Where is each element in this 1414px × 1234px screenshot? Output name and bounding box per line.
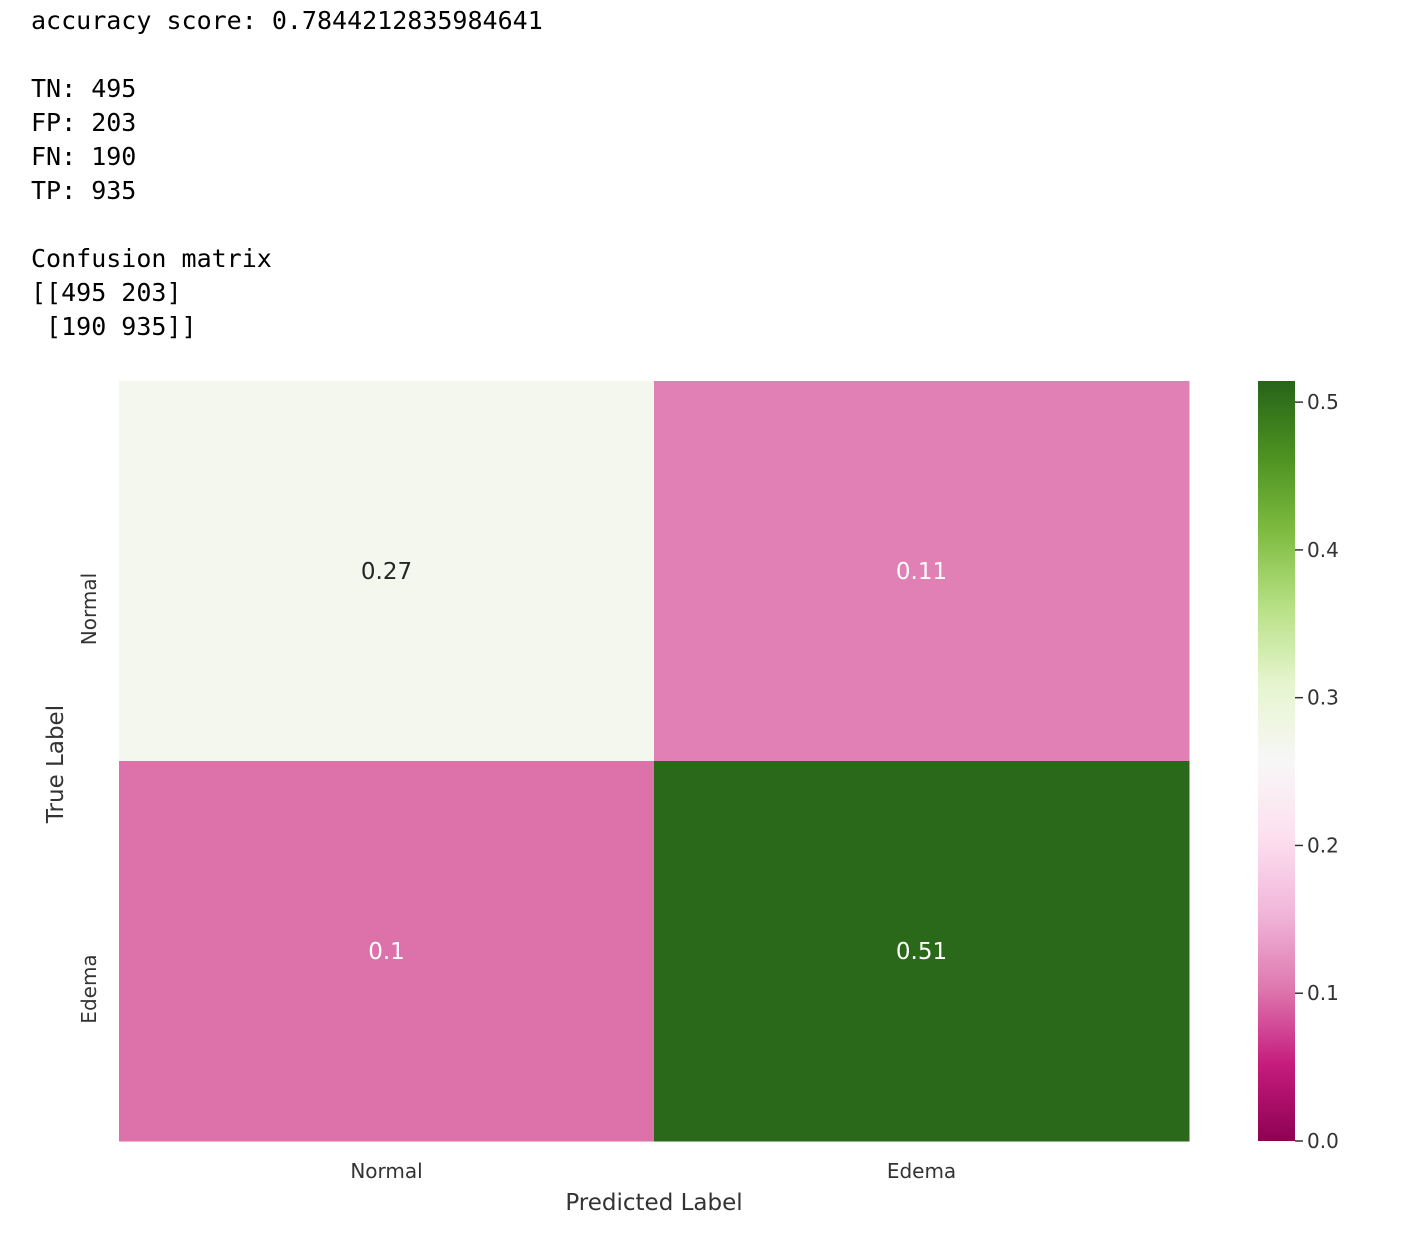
y-axis-ticks: Normal Edema <box>77 573 101 1024</box>
y-tick-label: Edema <box>77 954 101 1023</box>
heatmap-cell <box>119 761 655 1142</box>
x-tick-label: Edema <box>887 1159 956 1183</box>
colorbar: 0.0 0.1 0.2 0.3 0.4 0.5 <box>1258 381 1339 1153</box>
cell-annotation: 0.11 <box>896 559 947 585</box>
cell-annotation: 0.27 <box>361 559 412 585</box>
true-negatives-text: TN: 495 <box>31 74 137 103</box>
colorbar-gradient <box>1258 381 1295 1141</box>
colorbar-tick-label: 0.0 <box>1307 1129 1339 1153</box>
y-axis-title: True Label <box>43 705 69 824</box>
confusion-matrix-row-1: [[495 203] <box>31 278 182 307</box>
x-axis-title: Predicted Label <box>565 1190 742 1216</box>
console-output: accuracy score: 0.7844212835984641 TN: 4… <box>31 4 543 344</box>
colorbar-tick-label: 0.2 <box>1307 833 1339 857</box>
heatmap-cell <box>654 381 1190 762</box>
confusion-matrix-row-2: [190 935]] <box>31 312 197 341</box>
heatmap-annotations: 0.27 0.11 0.1 0.51 <box>361 559 947 965</box>
colorbar-tick-label: 0.5 <box>1307 390 1339 414</box>
false-positives-text: FP: 203 <box>31 108 137 137</box>
accuracy-score-text: accuracy score: 0.7844212835984641 <box>31 6 543 35</box>
colorbar-tick-label: 0.4 <box>1307 538 1339 562</box>
colorbar-tick-label: 0.1 <box>1307 981 1339 1005</box>
true-positives-text: TP: 935 <box>31 176 137 205</box>
heatmap-cell <box>119 381 655 762</box>
false-negatives-text: FN: 190 <box>31 142 137 171</box>
cell-annotation: 0.51 <box>896 939 947 965</box>
x-axis-ticks: Normal Edema <box>350 1159 956 1183</box>
heatmap-cell <box>654 761 1190 1142</box>
colorbar-tick-label: 0.3 <box>1307 686 1339 710</box>
cell-annotation: 0.1 <box>368 939 405 965</box>
heatmap-cells <box>119 381 1190 1142</box>
x-tick-label: Normal <box>350 1159 422 1183</box>
confusion-matrix-heading: Confusion matrix <box>31 244 272 273</box>
y-tick-label: Normal <box>77 573 101 645</box>
